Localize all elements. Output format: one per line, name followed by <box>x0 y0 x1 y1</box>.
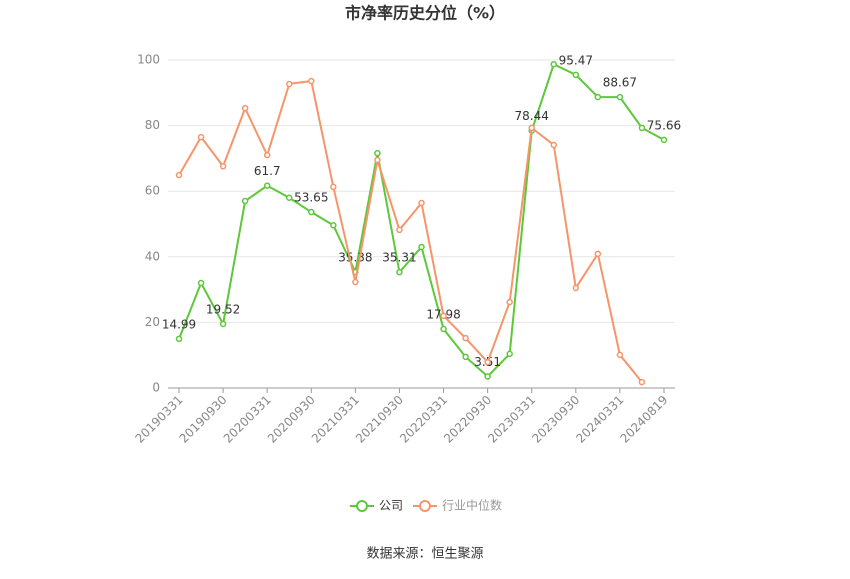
point <box>616 93 624 101</box>
point <box>594 250 602 258</box>
data-label: 14.99 <box>162 317 196 331</box>
y-tick-label: 80 <box>145 118 160 132</box>
point <box>506 298 513 306</box>
point <box>197 279 205 287</box>
legend-label: 行业中位数 <box>442 498 502 513</box>
point <box>462 353 469 361</box>
point <box>528 124 535 132</box>
point <box>263 151 271 159</box>
point <box>462 334 469 342</box>
point <box>506 350 513 358</box>
data-label: 61.7 <box>254 164 281 178</box>
point <box>308 77 315 85</box>
point <box>219 163 227 170</box>
point <box>616 351 624 359</box>
point <box>330 183 337 191</box>
point <box>418 199 425 207</box>
point <box>285 80 293 88</box>
point <box>374 156 381 164</box>
point <box>175 171 183 179</box>
point <box>440 325 447 333</box>
point <box>308 208 315 216</box>
point <box>440 312 447 320</box>
y-tick-label: 40 <box>145 249 160 263</box>
point <box>550 61 558 68</box>
point <box>175 335 183 343</box>
legend-label: 公司 <box>379 499 403 513</box>
point <box>330 222 337 229</box>
point <box>352 278 359 286</box>
point <box>638 378 646 386</box>
point <box>484 373 491 380</box>
x-tick-label: 20240819 <box>617 393 670 446</box>
data-label: 78.44 <box>515 109 549 123</box>
point <box>241 197 249 205</box>
point <box>263 182 271 189</box>
point <box>374 149 381 157</box>
point <box>219 320 227 328</box>
source: 数据来源：恒生聚源 <box>366 547 483 562</box>
point <box>241 104 249 112</box>
series-line <box>178 62 665 378</box>
point <box>285 194 293 202</box>
data-label: 95.47 <box>559 53 593 67</box>
point <box>638 124 646 132</box>
data-label: 35.38 <box>338 250 372 264</box>
chart-title: 市净率历史分位（%） <box>345 4 505 23</box>
point <box>396 268 403 276</box>
point <box>572 284 580 292</box>
point <box>197 133 205 141</box>
point <box>484 358 491 366</box>
series-line <box>178 79 643 383</box>
point <box>594 93 602 101</box>
y-tick-label: 0 <box>152 381 160 395</box>
data-label: 53.65 <box>294 191 328 205</box>
point <box>550 141 558 149</box>
data-label: 88.67 <box>603 76 637 90</box>
legend-marker <box>419 500 431 512</box>
point <box>396 226 403 234</box>
y-tick-label: 60 <box>145 184 160 198</box>
data-label: 19.52 <box>206 302 240 316</box>
legend-marker <box>356 500 368 512</box>
point <box>418 243 425 251</box>
data-label: 75.66 <box>647 118 681 132</box>
point <box>572 71 580 79</box>
y-tick-label: 100 <box>137 53 160 67</box>
y-tick-label: 20 <box>145 315 160 329</box>
data-label: 35.31 <box>382 251 416 265</box>
point <box>660 136 668 144</box>
